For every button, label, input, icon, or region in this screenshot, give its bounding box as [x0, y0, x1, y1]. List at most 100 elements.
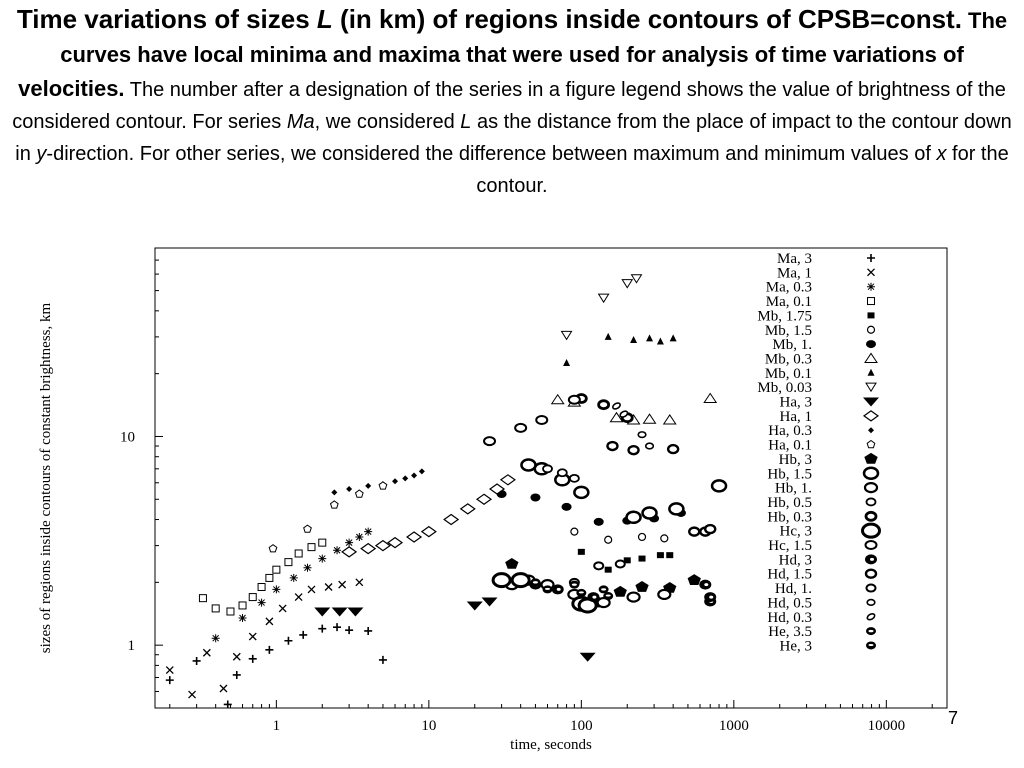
- series-hd-0-3: [611, 402, 629, 418]
- data-point: [257, 598, 266, 607]
- legend-label: Hb, 0.5: [767, 495, 812, 511]
- legend-marker: [865, 382, 877, 393]
- data-point: [318, 624, 327, 633]
- data-point: [556, 468, 568, 478]
- series-hc-1-5: [483, 394, 581, 447]
- plot-frame: [154, 247, 948, 709]
- data-point: [556, 587, 561, 591]
- legend-marker: [864, 452, 878, 464]
- data-point: [577, 597, 598, 614]
- series-ma-3: [165, 623, 387, 709]
- data-point: [627, 444, 640, 456]
- series-hd-3: [529, 579, 717, 607]
- legend-label: Hd, 1.5: [767, 567, 812, 583]
- data-point: [604, 566, 612, 573]
- data-point: [318, 538, 327, 547]
- legend-label: Ha, 0.1: [768, 438, 812, 454]
- caption-text-part3: as the distance from the place of impact…: [15, 111, 1012, 165]
- x-tick-label: 10: [421, 718, 436, 734]
- legend-marker: [868, 629, 874, 633]
- data-point: [637, 532, 647, 542]
- data-point: [411, 472, 418, 479]
- legend-marker: [866, 613, 876, 621]
- legend-label: Hd, 1.: [775, 581, 812, 597]
- data-point: [198, 594, 207, 603]
- data-point: [265, 573, 274, 582]
- data-point: [278, 604, 287, 613]
- legend-marker: [865, 583, 877, 593]
- legend-label: He, 3.5: [768, 624, 812, 640]
- x-tick-label: 1000: [719, 718, 749, 734]
- slide-caption: Time variations of sizes L (in km) of re…: [6, 4, 1018, 203]
- legend-marker: [868, 643, 874, 646]
- data-point: [687, 574, 701, 585]
- data-point: [704, 583, 709, 587]
- data-point: [402, 475, 409, 482]
- legend-label: Ha, 3: [780, 395, 813, 411]
- caption-text-part1: The number after a designation of the se…: [12, 79, 1006, 133]
- data-point: [303, 524, 312, 533]
- data-point: [593, 517, 604, 526]
- legend-marker: [867, 254, 875, 262]
- data-point: [626, 591, 641, 603]
- data-point: [238, 613, 247, 622]
- data-point: [165, 666, 174, 675]
- data-point: [341, 546, 358, 558]
- data-point: [592, 595, 597, 599]
- data-point: [535, 414, 549, 425]
- legend-label: Mb, 0.03: [757, 380, 812, 396]
- legend-label: Hd, 0.5: [767, 595, 812, 611]
- legend-marker: [865, 497, 877, 507]
- data-point: [709, 595, 714, 599]
- legend-label: Ma, 1: [777, 265, 812, 281]
- series-ha-1: [341, 474, 516, 558]
- data-point: [605, 594, 611, 597]
- legend-label: Ha, 0.3: [768, 423, 812, 439]
- data-point: [364, 527, 373, 536]
- data-point: [307, 543, 316, 552]
- legend-label: Mb, 1.75: [757, 308, 812, 324]
- legend-marker: [866, 439, 876, 449]
- data-point: [491, 572, 512, 589]
- data-point: [360, 542, 377, 555]
- legend-marker: [866, 340, 876, 349]
- data-point: [656, 337, 664, 345]
- data-point: [378, 481, 388, 490]
- data-point: [573, 485, 590, 500]
- data-point: [604, 332, 612, 340]
- data-point: [710, 479, 728, 493]
- page-number: 7: [948, 708, 959, 728]
- legend-label: Mb, 1.5: [765, 323, 812, 339]
- data-point: [630, 335, 638, 343]
- data-point: [514, 422, 528, 433]
- y-tick-label: 1: [128, 638, 136, 654]
- series-he-3: [542, 585, 614, 601]
- data-point: [642, 413, 657, 424]
- caption-title-L: L: [316, 4, 333, 34]
- series-mb-1-: [496, 490, 686, 526]
- data-point: [238, 601, 247, 610]
- data-point: [561, 502, 572, 511]
- data-point: [459, 503, 476, 515]
- data-point: [571, 583, 577, 586]
- data-point: [272, 565, 281, 574]
- data-point: [703, 392, 718, 404]
- legend-label: Hd, 3: [779, 552, 812, 568]
- data-point: [614, 559, 626, 569]
- data-point: [303, 563, 312, 572]
- data-point: [314, 607, 331, 617]
- data-point: [248, 593, 257, 602]
- x-tick-label: 1: [273, 718, 281, 734]
- data-point: [609, 411, 624, 423]
- y-tick-label: 10: [120, 429, 135, 445]
- data-point: [307, 585, 316, 594]
- legend-marker: [866, 598, 876, 607]
- data-point: [299, 630, 308, 639]
- data-point: [420, 525, 437, 538]
- data-point: [232, 652, 241, 661]
- data-point: [392, 478, 399, 485]
- series-hd-1-5: [606, 440, 717, 537]
- data-point: [625, 510, 642, 525]
- data-point: [542, 464, 553, 474]
